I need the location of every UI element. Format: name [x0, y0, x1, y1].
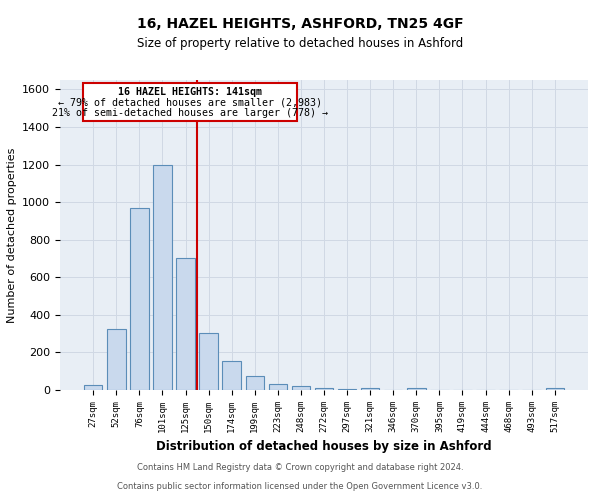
Bar	[84, 386, 103, 390]
Text: Contains HM Land Registry data © Crown copyright and database right 2024.: Contains HM Land Registry data © Crown c…	[137, 464, 463, 472]
Bar	[130, 208, 149, 390]
FancyBboxPatch shape	[83, 83, 298, 122]
Text: 16 HAZEL HEIGHTS: 141sqm: 16 HAZEL HEIGHTS: 141sqm	[118, 86, 262, 97]
Bar	[338, 389, 356, 390]
Bar	[176, 258, 195, 390]
Y-axis label: Number of detached properties: Number of detached properties	[7, 148, 17, 322]
Bar	[223, 361, 241, 390]
Bar	[245, 376, 264, 390]
Bar	[199, 332, 218, 390]
Bar	[292, 386, 310, 390]
Bar	[361, 388, 379, 390]
X-axis label: Distribution of detached houses by size in Ashford: Distribution of detached houses by size …	[156, 440, 492, 454]
Text: 16, HAZEL HEIGHTS, ASHFORD, TN25 4GF: 16, HAZEL HEIGHTS, ASHFORD, TN25 4GF	[137, 18, 463, 32]
Bar	[407, 388, 425, 390]
Text: ← 79% of detached houses are smaller (2,983): ← 79% of detached houses are smaller (2,…	[58, 98, 322, 108]
Text: Contains public sector information licensed under the Open Government Licence v3: Contains public sector information licen…	[118, 482, 482, 491]
Bar	[315, 388, 333, 390]
Text: Size of property relative to detached houses in Ashford: Size of property relative to detached ho…	[137, 38, 463, 51]
Bar	[545, 388, 564, 390]
Text: 21% of semi-detached houses are larger (778) →: 21% of semi-detached houses are larger (…	[52, 108, 328, 118]
Bar	[153, 164, 172, 390]
Bar	[269, 384, 287, 390]
Bar	[107, 329, 125, 390]
